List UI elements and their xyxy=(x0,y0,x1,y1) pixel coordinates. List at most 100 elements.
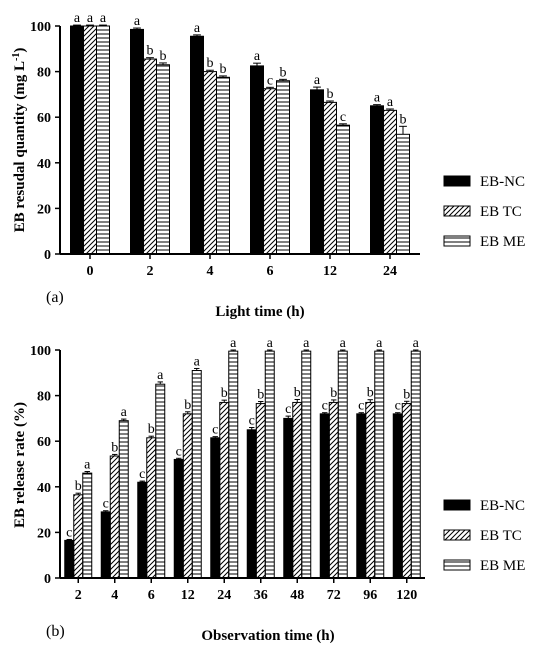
panel-b-legend: EB-NC EB TC EB ME xyxy=(443,498,525,574)
panel-b-significance-letter: c xyxy=(103,497,109,512)
panel-b-bar-eb-nc xyxy=(173,458,184,579)
panel-b-bar-eb-tc xyxy=(109,455,120,579)
panel-b-significance-letter: a xyxy=(303,336,310,351)
panel-b-bar-eb-tc xyxy=(182,413,193,579)
panel-a-bar-eb-me xyxy=(276,80,290,255)
panel-b-label: (b) xyxy=(46,623,65,640)
panel-b-significance-letter: a xyxy=(194,354,201,369)
panel-b-bar-eb-me xyxy=(118,420,129,579)
legend-swatch-eb-nc xyxy=(443,175,471,187)
panel-b-bar-eb-tc xyxy=(219,401,230,579)
panel-a-xlabel: Light time (h) xyxy=(215,304,304,320)
panel-a-bar-eb-tc xyxy=(383,109,397,255)
panel-b-significance-letter: c xyxy=(322,399,328,414)
panel-a-significance-letter: a xyxy=(387,95,394,110)
panel-b-y-tick-label: 40 xyxy=(37,481,51,496)
panel-a-significance-letter: a xyxy=(87,11,94,26)
panel-a-legend: EB-NC EB TC EB ME xyxy=(443,174,525,250)
panel-b-bar-eb-nc xyxy=(392,413,403,579)
panel-a-y-tick-label: 20 xyxy=(37,202,51,217)
panel-a-x-tick-label: 0 xyxy=(87,264,94,279)
panel-b-significance-letter: c xyxy=(395,399,401,414)
panel-a-significance-letter: c xyxy=(340,110,346,125)
panel-b-bar-eb-me xyxy=(264,350,275,579)
panel-a-label: (a) xyxy=(46,289,64,306)
panel-b-bar-eb-me xyxy=(410,350,421,579)
panel-a-significance-letter: a xyxy=(314,73,321,88)
panel-a: EB resudal quantity (mg L-1) Light time … xyxy=(11,11,525,320)
panel-b-significance-letter: b xyxy=(330,386,337,401)
panel-a-y-tick-label: 100 xyxy=(30,20,51,35)
panel-a-ylabel: EB resudal quantity (mg L-1) xyxy=(11,48,28,233)
panel-b-bar-eb-nc xyxy=(64,539,75,579)
panel-b-bar-eb-me xyxy=(374,350,385,579)
panel-b-bar-eb-me xyxy=(191,370,202,579)
panel-a-bar-eb-me xyxy=(396,133,410,255)
panel-a-significance-letter: b xyxy=(327,87,334,102)
legend-label-eb-nc: EB-NC xyxy=(480,498,525,514)
panel-b-significance-letter: a xyxy=(84,458,91,473)
legend-swatch-eb-tc xyxy=(443,205,471,217)
panel-a-significance-letter: a xyxy=(134,14,141,29)
panel-b-xlabel: Observation time (h) xyxy=(201,628,334,644)
panel-a-bar-eb-nc xyxy=(250,65,264,255)
panel-a-y-tick-label: 80 xyxy=(37,66,51,81)
panel-a-significance-letter: b xyxy=(280,65,287,80)
panel-b-bar-eb-tc xyxy=(328,401,339,579)
panel-b-bar-eb-tc xyxy=(401,403,412,579)
panel-b-x-tick-label: 2 xyxy=(75,588,82,603)
panel-b: EB release rate (%) Observation time (h)… xyxy=(12,336,525,644)
panel-b-bar-eb-me xyxy=(82,472,93,579)
legend-label-eb-me: EB ME xyxy=(480,558,525,574)
panel-a-bar-eb-nc xyxy=(310,89,324,255)
legend-label-eb-tc: EB TC xyxy=(480,204,522,220)
panel-b-bar-eb-me xyxy=(155,383,166,579)
panel-a-significance-letter: c xyxy=(267,73,273,88)
panel-b-bar-eb-me xyxy=(337,350,348,579)
panel-b-significance-letter: b xyxy=(75,479,82,494)
panel-a-y-tick-label: 0 xyxy=(44,248,51,263)
panel-a-bar-eb-tc xyxy=(263,88,277,255)
panel-a-bar-eb-me xyxy=(156,64,170,255)
panel-b-significance-letter: b xyxy=(294,385,301,400)
panel-b-significance-letter: a xyxy=(121,405,128,420)
panel-b-x-tick-label: 72 xyxy=(327,588,341,603)
panel-a-y-tick-label: 60 xyxy=(37,111,51,126)
panel-a-significance-letter: a xyxy=(254,49,261,64)
panel-b-bar-eb-nc xyxy=(356,413,367,579)
panel-b-bar-eb-tc xyxy=(73,494,84,579)
panel-b-significance-letter: a xyxy=(230,336,237,351)
panel-b-y-tick-label: 100 xyxy=(30,344,51,359)
panel-b-y-tick-label: 80 xyxy=(37,390,51,405)
panel-b-significance-letter: c xyxy=(358,399,364,414)
panel-a-bar-eb-nc xyxy=(190,35,204,255)
panel-a-significance-letter: a xyxy=(74,11,81,26)
panel-b-significance-letter: a xyxy=(413,336,420,351)
legend-swatch-eb-me xyxy=(443,235,471,247)
panel-a-significance-letter: b xyxy=(400,112,407,127)
panel-b-y-tick-label: 0 xyxy=(44,572,51,587)
legend-swatch-eb-me xyxy=(443,559,471,571)
panel-a-significance-letter: a xyxy=(100,11,107,26)
panel-b-x-tick-label: 36 xyxy=(254,588,268,603)
panel-a-bar-eb-nc xyxy=(70,25,84,255)
panel-a-bar-eb-nc xyxy=(130,28,144,255)
panel-b-significance-letter: b xyxy=(257,388,264,403)
panel-a-bar-eb-me xyxy=(96,25,110,255)
panel-a-x-tick-label: 4 xyxy=(207,264,214,279)
panel-b-significance-letter: b xyxy=(111,440,118,455)
panel-a-significance-letter: a xyxy=(194,21,201,36)
panel-a-bar-eb-tc xyxy=(143,58,157,255)
panel-b-significance-letter: b xyxy=(184,398,191,413)
panel-b-bar-eb-me xyxy=(228,350,239,579)
panel-a-significance-letter: b xyxy=(160,49,167,64)
panel-a-significance-letter: b xyxy=(220,62,227,77)
panel-b-significance-letter: a xyxy=(157,368,164,383)
panel-b-significance-letter: c xyxy=(285,402,291,417)
panel-b-y-tick-label: 20 xyxy=(37,526,51,541)
panel-b-y-tick-label: 60 xyxy=(37,435,51,450)
panel-b-x-tick-label: 24 xyxy=(217,588,231,603)
panel-b-bar-eb-tc xyxy=(292,401,303,579)
panel-a-x-tick-label: 2 xyxy=(147,264,154,279)
legend-swatch-eb-nc xyxy=(443,499,471,511)
